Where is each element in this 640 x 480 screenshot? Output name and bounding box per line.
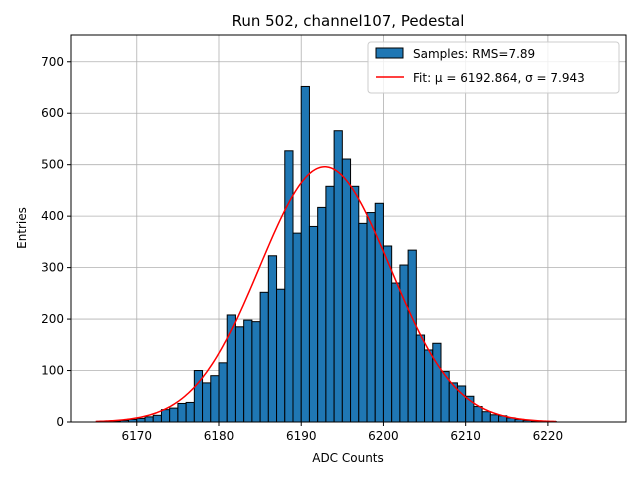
- legend-histogram-label: Samples: RMS=7.89: [413, 47, 535, 61]
- y-tick-label: 600: [41, 106, 64, 120]
- histogram-bar: [424, 349, 434, 423]
- x-tick-label: 6210: [450, 429, 481, 443]
- histogram-bar: [218, 362, 228, 423]
- legend-fit-label: Fit: μ = 6192.864, σ = 7.943: [413, 71, 585, 85]
- histogram-bar: [308, 225, 319, 423]
- chart-title: Run 502, channel107, Pedestal: [232, 12, 465, 30]
- histogram-bar: [382, 245, 393, 423]
- legend: Samples: RMS=7.89 Fit: μ = 6192.864, σ =…: [367, 41, 620, 94]
- histogram-bar: [300, 85, 310, 423]
- y-tick-label: 400: [41, 209, 64, 223]
- histogram-bar: [292, 232, 302, 423]
- histogram-bar: [415, 334, 426, 423]
- histogram-bar: [259, 291, 269, 423]
- histogram-bar: [202, 382, 212, 423]
- histogram-bar: [432, 342, 442, 423]
- histogram-bar: [243, 319, 253, 423]
- histogram-bar: [267, 255, 278, 423]
- legend-histogram-swatch: [375, 47, 404, 59]
- x-tick-label: 6220: [533, 429, 564, 443]
- histogram-bar: [185, 401, 195, 423]
- histogram-bar: [481, 411, 491, 423]
- x-axis-label: ADC Counts: [312, 451, 384, 465]
- histogram-bar: [489, 414, 500, 423]
- plot-frame: [70, 34, 627, 423]
- histogram-bar: [284, 150, 294, 423]
- gaussian-fit-curve: [95, 165, 557, 423]
- legend-box: [367, 41, 620, 94]
- y-axis-label: Entries: [15, 207, 29, 249]
- histogram-bar: [136, 417, 146, 423]
- y-tick-label: 0: [56, 415, 64, 429]
- histogram-bar: [399, 264, 409, 423]
- x-axis-ticks: 6170 6180 6190 6200 6210 6220: [122, 422, 564, 443]
- histogram-bar: [160, 409, 171, 423]
- y-tick-label: 700: [41, 55, 64, 69]
- histogram-bar: [234, 326, 245, 423]
- y-tick-label: 200: [41, 312, 64, 326]
- histogram-bar: [407, 249, 417, 423]
- histogram-bar: [251, 321, 261, 423]
- histogram-bar: [358, 222, 368, 423]
- y-tick-label: 300: [41, 261, 64, 275]
- histogram-bars: [103, 85, 557, 423]
- histogram-bar: [391, 282, 401, 423]
- histogram-bar: [169, 407, 179, 423]
- x-tick-label: 6190: [286, 429, 317, 443]
- histogram-bar: [366, 212, 376, 423]
- histogram-bar: [341, 158, 352, 423]
- x-tick-label: 6180: [204, 429, 235, 443]
- histogram-bar: [177, 402, 187, 423]
- x-tick-label: 6170: [122, 429, 153, 443]
- y-tick-label: 100: [41, 364, 64, 378]
- x-tick-label: 6200: [368, 429, 399, 443]
- histogram-bar: [152, 414, 162, 423]
- histogram-bar: [325, 185, 335, 423]
- histogram-bar: [144, 416, 154, 423]
- y-tick-label: 500: [41, 158, 64, 172]
- histogram-bar: [276, 288, 286, 423]
- y-axis-ticks: 0 100 200 300 400 500 600 700: [41, 55, 71, 429]
- histogram-bar: [317, 206, 327, 423]
- histogram-bar: [350, 185, 360, 423]
- histogram-bar: [473, 406, 483, 423]
- histogram-bar: [210, 375, 220, 423]
